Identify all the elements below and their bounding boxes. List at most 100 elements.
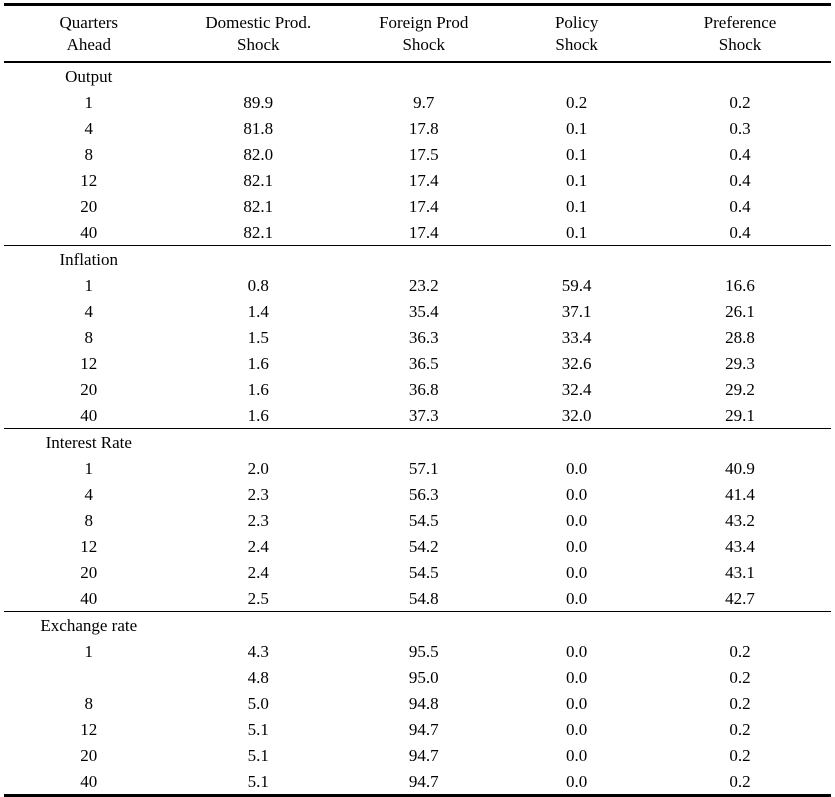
value-cell: 32.4 xyxy=(561,379,592,399)
quarter-cell: 20 xyxy=(80,196,98,216)
quarter-cell: 8 xyxy=(84,327,94,347)
value-cell: 5.1 xyxy=(247,719,269,739)
quarter-cell: 4 xyxy=(84,118,94,138)
value-cell: 0.0 xyxy=(566,641,588,661)
value-cell: 0.4 xyxy=(729,170,751,190)
value-cell: 43.2 xyxy=(725,510,755,530)
value-cell: 43.1 xyxy=(725,562,755,582)
quarter-cell: 40 xyxy=(80,222,98,242)
value-cell: 1.5 xyxy=(247,327,269,347)
quarter-cell: 40 xyxy=(80,588,98,608)
value-cell: 33.4 xyxy=(561,327,592,347)
value-cell: 94.7 xyxy=(408,745,439,765)
value-cell: 23.2 xyxy=(408,275,439,295)
empty-cell xyxy=(649,611,831,638)
header-line: Domestic Prod. xyxy=(205,12,312,32)
value-cell: 43.4 xyxy=(725,536,755,556)
empty-cell xyxy=(649,62,831,89)
col-header-quarters-ahead: Quarters Ahead xyxy=(4,4,174,63)
value-cell: 0.2 xyxy=(729,92,751,112)
section-label: Output xyxy=(65,66,113,86)
value-cell: 17.5 xyxy=(408,144,439,164)
value-cell: 26.1 xyxy=(725,301,755,321)
quarter-cell: 40 xyxy=(80,771,98,791)
table-row: 4.8 95.0 0.0 0.2 xyxy=(4,664,831,690)
value-cell: 0.4 xyxy=(729,222,751,242)
col-header-foreign-prod-shock: Foreign Prod Shock xyxy=(343,4,505,63)
value-cell: 36.3 xyxy=(408,327,439,347)
value-cell: 94.7 xyxy=(408,771,439,791)
value-cell: 0.0 xyxy=(566,458,588,478)
empty-cell xyxy=(504,62,649,89)
quarter-cell: 1 xyxy=(84,458,94,478)
value-cell: 0.0 xyxy=(566,693,588,713)
table-row: 20 5.1 94.7 0.0 0.2 xyxy=(4,742,831,768)
value-cell: 2.3 xyxy=(247,484,269,504)
quarter-cell: 12 xyxy=(80,170,98,190)
value-cell: 37.3 xyxy=(408,405,439,425)
value-cell: 9.7 xyxy=(413,92,435,112)
quarter-cell: 40 xyxy=(80,405,98,425)
value-cell: 29.3 xyxy=(725,353,755,373)
table-body: Output 1 89.9 9.7 0.2 0.2 4 81.8 17.8 0.1 0.3 8 82.0… xyxy=(4,62,831,796)
value-cell: 56.3 xyxy=(408,484,439,504)
value-cell: 17.4 xyxy=(408,170,439,190)
value-cell: 0.2 xyxy=(566,92,588,112)
value-cell: 2.4 xyxy=(247,562,269,582)
value-cell: 16.6 xyxy=(725,275,755,295)
value-cell: 0.0 xyxy=(566,667,588,687)
table-row: 4 1.4 35.4 37.1 26.1 xyxy=(4,298,831,324)
table-row: 12 2.4 54.2 0.0 43.4 xyxy=(4,533,831,559)
empty-cell xyxy=(343,245,505,272)
value-cell: 0.0 xyxy=(566,719,588,739)
value-cell: 32.0 xyxy=(561,405,592,425)
value-cell: 0.4 xyxy=(729,144,751,164)
quarter-cell: 12 xyxy=(80,536,98,556)
table-row: 20 2.4 54.5 0.0 43.1 xyxy=(4,559,831,585)
value-cell: 0.1 xyxy=(566,170,588,190)
quarter-cell: 20 xyxy=(80,379,98,399)
quarter-cell: 4 xyxy=(84,484,94,504)
header-line: Ahead xyxy=(66,34,111,54)
table-row: 40 82.1 17.4 0.1 0.4 xyxy=(4,219,831,246)
value-cell: 95.0 xyxy=(408,667,439,687)
table-row: 40 5.1 94.7 0.0 0.2 xyxy=(4,768,831,796)
value-cell: 28.8 xyxy=(725,327,755,347)
value-cell: 5.1 xyxy=(247,745,269,765)
table-row: 12 82.1 17.4 0.1 0.4 xyxy=(4,167,831,193)
table-row: 20 1.6 36.8 32.4 29.2 xyxy=(4,376,831,402)
value-cell: 0.3 xyxy=(729,118,751,138)
value-cell: 0.2 xyxy=(729,719,751,739)
table-row: 12 5.1 94.7 0.0 0.2 xyxy=(4,716,831,742)
value-cell: 82.1 xyxy=(243,222,274,242)
quarter-cell: 1 xyxy=(84,275,94,295)
value-cell: 2.4 xyxy=(247,536,269,556)
table-row: 1 0.8 23.2 59.4 16.6 xyxy=(4,272,831,298)
value-cell: 0.0 xyxy=(566,510,588,530)
section-label-row: Inflation xyxy=(4,245,831,272)
value-cell: 57.1 xyxy=(408,458,439,478)
table-row: 8 5.0 94.8 0.0 0.2 xyxy=(4,690,831,716)
section-label-row: Interest Rate xyxy=(4,428,831,455)
value-cell: 37.1 xyxy=(561,301,592,321)
empty-cell xyxy=(173,245,344,272)
value-cell: 0.1 xyxy=(566,144,588,164)
value-cell: 1.4 xyxy=(247,301,269,321)
value-cell: 40.9 xyxy=(725,458,755,478)
value-cell: 1.6 xyxy=(247,353,269,373)
value-cell: 95.5 xyxy=(408,641,439,661)
col-header-domestic-prod-shock: Domestic Prod. Shock xyxy=(173,4,344,63)
value-cell: 82.0 xyxy=(243,144,274,164)
value-cell: 32.6 xyxy=(561,353,592,373)
value-cell: 89.9 xyxy=(243,92,274,112)
empty-cell xyxy=(504,428,650,455)
value-cell: 0.1 xyxy=(566,196,588,216)
value-cell: 82.1 xyxy=(243,196,274,216)
table-row: 40 2.5 54.8 0.0 42.7 xyxy=(4,585,831,612)
value-cell: 35.4 xyxy=(408,301,439,321)
empty-cell xyxy=(504,611,650,638)
value-cell: 0.1 xyxy=(566,118,588,138)
quarter-cell: 8 xyxy=(84,144,94,164)
header-line: Shock xyxy=(402,34,445,54)
